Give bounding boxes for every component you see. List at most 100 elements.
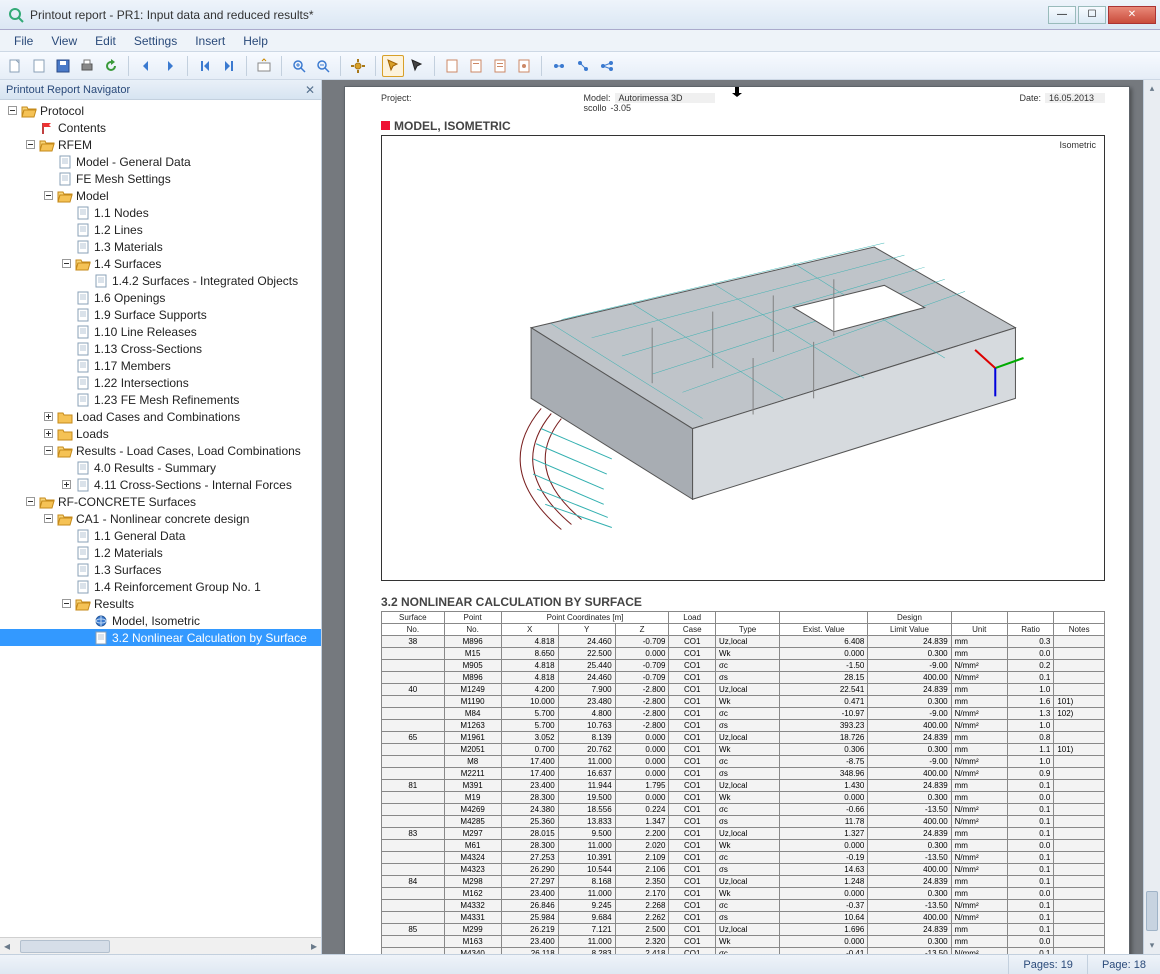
table-cell: -9.00 bbox=[868, 660, 951, 672]
table-cell: M8 bbox=[444, 756, 501, 768]
tree-item[interactable]: CA1 - Nonlinear concrete design bbox=[0, 510, 321, 527]
collapse-icon[interactable] bbox=[60, 598, 72, 610]
page-icon bbox=[75, 376, 91, 390]
collapse-icon[interactable] bbox=[42, 445, 54, 457]
flag-icon bbox=[39, 121, 55, 135]
no-expander bbox=[60, 547, 72, 559]
gear-icon[interactable] bbox=[347, 55, 369, 77]
tree-item[interactable]: RFEM bbox=[0, 136, 321, 153]
tree-item[interactable]: 1.22 Intersections bbox=[0, 374, 321, 391]
tree-item[interactable]: 1.3 Surfaces bbox=[0, 561, 321, 578]
refresh-icon[interactable] bbox=[100, 55, 122, 77]
content-vscrollbar[interactable]: ▴ ▾ bbox=[1143, 80, 1160, 954]
page-top-marker-icon bbox=[730, 86, 744, 96]
expand-icon[interactable] bbox=[42, 428, 54, 440]
tree-item[interactable]: Model, Isometric bbox=[0, 612, 321, 629]
tree-item[interactable]: 1.4 Surfaces bbox=[0, 255, 321, 272]
scroll-down-icon[interactable]: ▾ bbox=[1144, 937, 1160, 954]
tree-item[interactable]: Load Cases and Combinations bbox=[0, 408, 321, 425]
table-cell: Uz,local bbox=[715, 924, 779, 936]
page-icon bbox=[75, 563, 91, 577]
minimize-button[interactable]: — bbox=[1048, 6, 1076, 24]
tree-item[interactable]: Results - Load Cases, Load Combinations bbox=[0, 442, 321, 459]
vscroll-thumb[interactable] bbox=[1146, 891, 1158, 931]
table-header: Design bbox=[868, 612, 951, 624]
doc1-icon[interactable] bbox=[441, 55, 463, 77]
collapse-icon[interactable] bbox=[24, 496, 36, 508]
expand-icon[interactable] bbox=[60, 479, 72, 491]
open-doc-icon[interactable] bbox=[28, 55, 50, 77]
navigator-close-icon[interactable]: ✕ bbox=[305, 83, 315, 97]
table-cell: M299 bbox=[444, 924, 501, 936]
table-cell: 2.106 bbox=[615, 864, 669, 876]
navigator-hscrollbar[interactable]: ◂ ▸ bbox=[0, 937, 321, 954]
next-icon[interactable] bbox=[159, 55, 181, 77]
tree-item[interactable]: 1.9 Surface Supports bbox=[0, 306, 321, 323]
collapse-icon[interactable] bbox=[24, 139, 36, 151]
select-mode-icon[interactable] bbox=[382, 55, 404, 77]
tree-item[interactable]: 1.1 General Data bbox=[0, 527, 321, 544]
tree-item[interactable]: 1.23 FE Mesh Refinements bbox=[0, 391, 321, 408]
table-cell: 101) bbox=[1054, 744, 1105, 756]
tree-item[interactable]: Loads bbox=[0, 425, 321, 442]
first-icon[interactable] bbox=[194, 55, 216, 77]
tree-item[interactable]: 1.2 Materials bbox=[0, 544, 321, 561]
tree-item[interactable]: Model - General Data bbox=[0, 153, 321, 170]
close-button[interactable]: ✕ bbox=[1108, 6, 1156, 24]
export-icon[interactable] bbox=[253, 55, 275, 77]
navigator-tree[interactable]: ProtocolContentsRFEMModel - General Data… bbox=[0, 100, 321, 937]
tree-item[interactable]: RF-CONCRETE Surfaces bbox=[0, 493, 321, 510]
menu-settings[interactable]: Settings bbox=[126, 32, 185, 50]
doc3-icon[interactable] bbox=[489, 55, 511, 77]
collapse-icon[interactable] bbox=[60, 258, 72, 270]
tree-item[interactable]: Model bbox=[0, 187, 321, 204]
table-cell: 8.168 bbox=[558, 876, 615, 888]
hscroll-thumb[interactable] bbox=[20, 940, 110, 953]
link2-icon[interactable] bbox=[572, 55, 594, 77]
table-cell: 27.253 bbox=[501, 852, 558, 864]
tree-item[interactable]: 1.4 Reinforcement Group No. 1 bbox=[0, 578, 321, 595]
menu-view[interactable]: View bbox=[43, 32, 85, 50]
tree-item[interactable]: 1.4.2 Surfaces - Integrated Objects bbox=[0, 272, 321, 289]
menu-help[interactable]: Help bbox=[235, 32, 276, 50]
collapse-icon[interactable] bbox=[6, 105, 18, 117]
pointer-icon[interactable] bbox=[406, 55, 428, 77]
link1-icon[interactable] bbox=[548, 55, 570, 77]
new-doc-icon[interactable] bbox=[4, 55, 26, 77]
tree-item[interactable]: 4.0 Results - Summary bbox=[0, 459, 321, 476]
zoom-out-icon[interactable] bbox=[312, 55, 334, 77]
expand-icon[interactable] bbox=[42, 411, 54, 423]
maximize-button[interactable]: ☐ bbox=[1078, 6, 1106, 24]
tree-item[interactable]: 1.17 Members bbox=[0, 357, 321, 374]
print-icon[interactable] bbox=[76, 55, 98, 77]
doc4-icon[interactable] bbox=[513, 55, 535, 77]
tree-item[interactable]: Protocol bbox=[0, 102, 321, 119]
tree-item[interactable]: Contents bbox=[0, 119, 321, 136]
last-icon[interactable] bbox=[218, 55, 240, 77]
menu-edit[interactable]: Edit bbox=[87, 32, 124, 50]
tree-item[interactable]: 3.2 Nonlinear Calculation by Surface bbox=[0, 629, 321, 646]
zoom-in-icon[interactable] bbox=[288, 55, 310, 77]
tree-item[interactable]: 1.13 Cross-Sections bbox=[0, 340, 321, 357]
tree-item[interactable]: 4.11 Cross-Sections - Internal Forces bbox=[0, 476, 321, 493]
prev-icon[interactable] bbox=[135, 55, 157, 77]
tree-item[interactable]: Results bbox=[0, 595, 321, 612]
tree-item[interactable]: 1.10 Line Releases bbox=[0, 323, 321, 340]
save-icon[interactable] bbox=[52, 55, 74, 77]
tree-item[interactable]: FE Mesh Settings bbox=[0, 170, 321, 187]
tree-item[interactable]: 1.2 Lines bbox=[0, 221, 321, 238]
link3-icon[interactable] bbox=[596, 55, 618, 77]
table-cell: 400.00 bbox=[868, 768, 951, 780]
table-cell: M4324 bbox=[444, 852, 501, 864]
doc2-icon[interactable] bbox=[465, 55, 487, 77]
scroll-up-icon[interactable]: ▴ bbox=[1144, 80, 1160, 97]
tree-item[interactable]: 1.3 Materials bbox=[0, 238, 321, 255]
collapse-icon[interactable] bbox=[42, 190, 54, 202]
menu-insert[interactable]: Insert bbox=[187, 32, 233, 50]
collapse-icon[interactable] bbox=[42, 513, 54, 525]
page-scroll[interactable]: Project: Model:Autorimessa 3D scollo-3.0… bbox=[322, 80, 1160, 954]
tree-item[interactable]: 1.1 Nodes bbox=[0, 204, 321, 221]
tree-item[interactable]: 1.6 Openings bbox=[0, 289, 321, 306]
table-cell: 84 bbox=[382, 876, 445, 888]
menu-file[interactable]: File bbox=[6, 32, 41, 50]
